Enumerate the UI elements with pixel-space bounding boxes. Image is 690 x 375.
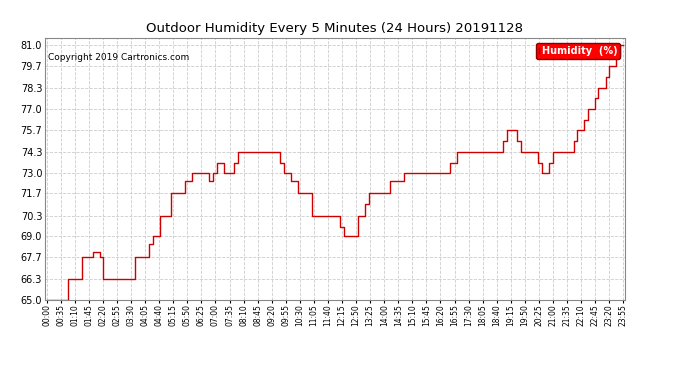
- Title: Outdoor Humidity Every 5 Minutes (24 Hours) 20191128: Outdoor Humidity Every 5 Minutes (24 Hou…: [146, 22, 524, 36]
- Text: Copyright 2019 Cartronics.com: Copyright 2019 Cartronics.com: [48, 53, 190, 62]
- Legend: Humidity  (%): Humidity (%): [535, 43, 620, 59]
